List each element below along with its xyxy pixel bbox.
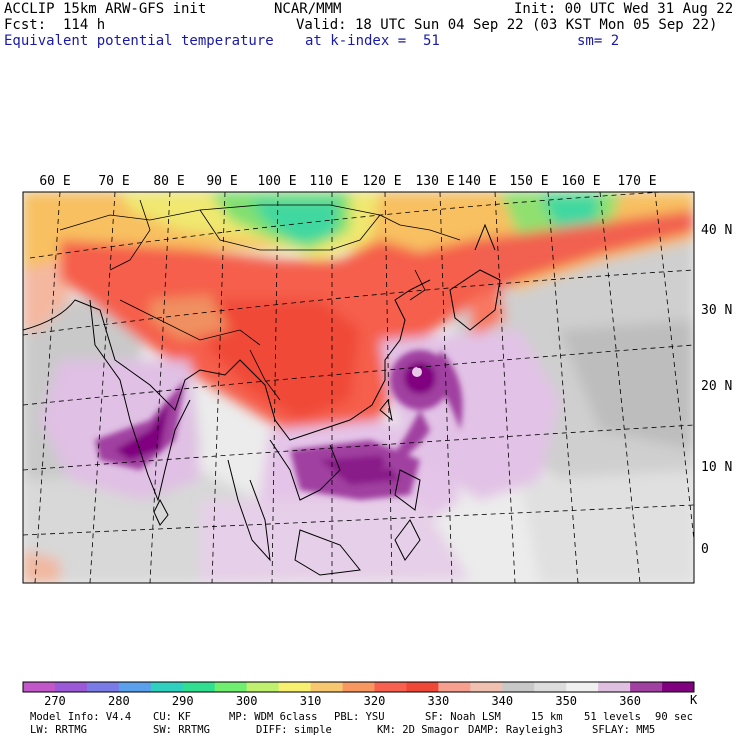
colorbar-swatch <box>662 682 695 692</box>
model-info-item: SFLAY: MM5 <box>592 724 656 736</box>
colorbar-border <box>22 681 695 693</box>
latitude-label: 30 N <box>701 303 732 318</box>
colorbar-swatch <box>534 682 567 692</box>
longitude-label: 70 E <box>98 174 129 189</box>
colorbar-swatch <box>630 682 663 692</box>
longitude-labels: 60 E 70 E 80 E 90 E 100 E 110 E 120 E 130 E 140 … <box>39 174 656 189</box>
latitude-label: 20 N <box>701 379 732 394</box>
model-info-item: PBL: YSU <box>334 711 385 723</box>
center-label: NCAR/MMM <box>274 1 342 17</box>
latitude-label: 0 <box>701 542 709 557</box>
colorbar-tick-label: 270 <box>44 694 66 708</box>
colorbar-swatch <box>182 682 216 692</box>
colorbar-tick-label: 320 <box>364 694 386 708</box>
graticule <box>23 192 694 583</box>
model-info-item: MP: WDM 6class <box>229 711 318 723</box>
longitude-label: 130 E <box>415 174 454 189</box>
model-title: ACCLIP 15km ARW-GFS init <box>4 1 207 17</box>
colorbar-swatch <box>246 682 279 692</box>
model-info-line1: Model Info: V4.4 CU: KF MP: WDM 6class PBL:… <box>0 711 740 724</box>
borders <box>59 199 461 401</box>
colorbar-swatch <box>406 682 439 692</box>
colorbar-labels: 270 280 290 300 310 320 330 340 350 360 <box>44 694 641 708</box>
model-info-item: DAMP: Rayleigh3 <box>468 724 563 736</box>
colorbar-swatch <box>470 682 503 692</box>
colorbar-swatch <box>54 682 88 692</box>
model-info-item: 15 km <box>531 711 563 723</box>
longitude-label: 170 E <box>617 174 656 189</box>
model-info-line2: LW: RRTMG SW: RRTMG DIFF: simple KM: 2D Sma… <box>0 724 740 737</box>
colorbar-swatch <box>502 682 535 692</box>
colorbar-swatch <box>566 682 599 692</box>
colorbar-tick-label: 310 <box>300 694 322 708</box>
colorbar-tick-label: 330 <box>428 694 450 708</box>
colorbar-swatch <box>150 682 184 692</box>
colorbar-swatch <box>374 682 407 692</box>
colorbar-swatch <box>310 682 343 692</box>
longitude-label: 140 E <box>457 174 496 189</box>
colorbar <box>22 681 695 693</box>
model-info-item: 51 levels <box>584 711 641 723</box>
longitude-label: 100 E <box>257 174 296 189</box>
forecast-hour: Fcst: 114 h <box>4 17 106 33</box>
longitude-label: 110 E <box>309 174 348 189</box>
latitude-label: 40 N <box>701 223 732 238</box>
colorbar-swatch <box>342 682 375 692</box>
colorbar-swatch <box>23 682 56 692</box>
colorbar-tick-label: 340 <box>491 694 513 708</box>
field-name: Equivalent potential temperature <box>4 33 274 49</box>
longitude-label: 90 E <box>206 174 237 189</box>
colorbar-tick-label: 280 <box>108 694 130 708</box>
longitude-label: 150 E <box>509 174 548 189</box>
model-info-item: Model Info: V4.4 <box>30 711 132 723</box>
colorbar-swatch <box>118 682 152 692</box>
colorbar-swatch <box>214 682 247 692</box>
model-info-item: SW: RRTMG <box>153 724 210 736</box>
colorbar-tick-label: 360 <box>619 694 641 708</box>
colorbar-swatch <box>598 682 631 692</box>
latitude-labels: 40 N 30 N 20 N 10 N 0 <box>701 223 732 557</box>
colorbar-swatch <box>86 682 120 692</box>
model-info-item: KM: 2D Smagor <box>377 724 460 736</box>
model-info-item: LW: RRTMG <box>30 724 87 736</box>
colorbar-tick-label: 300 <box>236 694 258 708</box>
model-info-item: CU: KF <box>153 711 191 723</box>
longitude-label: 60 E <box>39 174 70 189</box>
longitude-label: 80 E <box>153 174 184 189</box>
model-info-item: DIFF: simple <box>256 724 332 736</box>
smoothing-value: sm= 2 <box>577 33 620 49</box>
model-info-item: SF: Noah LSM <box>425 711 501 723</box>
longitude-label: 160 E <box>561 174 600 189</box>
theta-e-field <box>23 192 694 583</box>
colorbar-swatch <box>278 682 311 692</box>
valid-time: Valid: 18 UTC Sun 04 Sep 22 (03 KST Mon … <box>296 17 718 33</box>
longitude-label: 120 E <box>362 174 401 189</box>
colorbar-unit: K <box>690 693 698 707</box>
colorbar-tick-label: 290 <box>172 694 194 708</box>
latitude-label: 10 N <box>701 460 732 475</box>
init-time: Init: 00 UTC Wed 31 Aug 22 <box>514 1 734 17</box>
level-index: at k-index = 51 <box>305 33 440 49</box>
coastlines <box>23 223 501 576</box>
model-info-item: 90 sec <box>655 711 693 723</box>
colorbar-swatch <box>438 682 471 692</box>
colorbar-tick-label: 350 <box>555 694 577 708</box>
